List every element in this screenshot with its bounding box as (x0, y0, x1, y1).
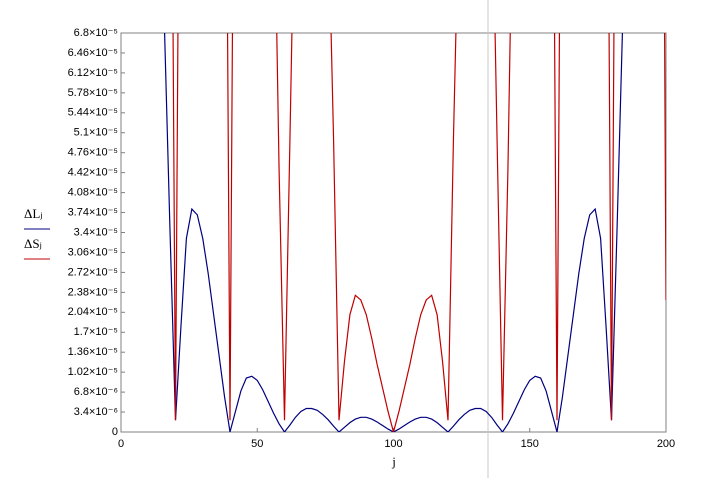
y-tick-label: 4.42×10⁻⁵ (68, 167, 118, 179)
x-axis-label: j (391, 454, 396, 469)
y-tick-label: 5.44×10⁻⁵ (68, 107, 118, 119)
y-tick-label: 1.02×10⁻⁵ (68, 366, 118, 378)
x-tick-label: 100 (384, 438, 402, 450)
y-tick-label: 1.36×10⁻⁵ (68, 346, 118, 358)
plot-frame (120, 32, 667, 433)
y-tick-label: 6.8×10⁻⁵ (74, 27, 118, 39)
x-tick-label: 150 (521, 438, 539, 450)
y-tick-label: 2.72×10⁻⁵ (68, 266, 118, 278)
x-tick-label: 200 (657, 438, 675, 450)
y-tick-label: 6.8×10⁻⁶ (74, 386, 118, 398)
x-tick-label: 50 (251, 438, 263, 450)
y-tick-label: 6.12×10⁻⁵ (68, 67, 118, 79)
y-tick-label: 5.1×10⁻⁵ (74, 127, 118, 139)
y-tick-label: 3.4×10⁻⁶ (74, 406, 118, 418)
y-tick-label: 5.78×10⁻⁵ (68, 87, 118, 99)
y-tick-label: 3.4×10⁻⁵ (74, 226, 118, 238)
y-tick-label: 6.46×10⁻⁵ (68, 47, 118, 59)
x-tick-label: 0 (118, 438, 124, 450)
y-tick-label: 3.06×10⁻⁵ (68, 246, 118, 258)
y-tick-label: 4.76×10⁻⁵ (68, 147, 118, 159)
y-tick-label: 2.04×10⁻⁵ (68, 306, 118, 318)
legend-label: ΔLⱼ (24, 206, 43, 221)
y-tick-label: 1.7×10⁻⁵ (74, 326, 118, 338)
legend-label: ΔSⱼ (24, 236, 42, 251)
y-tick-label: 4.08×10⁻⁵ (68, 187, 118, 199)
y-tick-label: 2.38×10⁻⁵ (68, 286, 118, 298)
series-line (163, 33, 624, 432)
y-tick-label: 3.74×10⁻⁵ (68, 206, 118, 218)
y-tick-label: 0 (112, 426, 118, 438)
